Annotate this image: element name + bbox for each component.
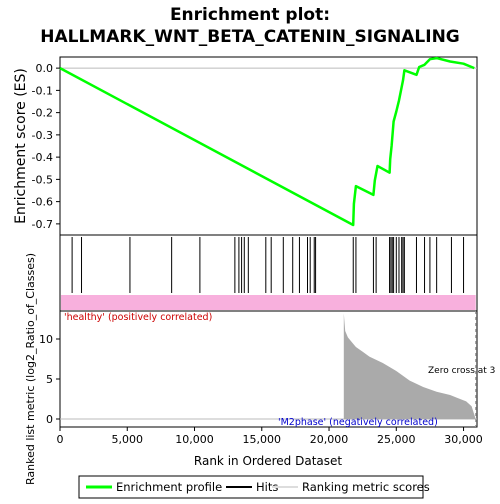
hits-layer	[71, 237, 465, 293]
x-tick-label: 20,000	[310, 433, 349, 446]
legend-label-metric: Ranking metric scores	[302, 480, 430, 494]
x-tick-label: 0	[57, 433, 64, 446]
x-tick-label: 10,000	[175, 433, 214, 446]
es-y-tick-label: -0.1	[32, 84, 53, 97]
es-y-tick-label: -0.5	[32, 173, 53, 186]
x-tick-label: 30,000	[444, 433, 483, 446]
heat-band	[61, 295, 476, 310]
legend-label-es: Enrichment profile	[116, 480, 222, 494]
metric-y-tick-label: 5	[46, 373, 53, 386]
negative-class-label: 'M2phase' (negatively correlated)	[278, 417, 438, 428]
es-y-tick-label: -0.3	[32, 129, 53, 142]
es-y-tick-label: -0.4	[32, 151, 53, 164]
plot-title-line2: HALLMARK_WNT_BETA_CATENIN_SIGNALING	[40, 27, 460, 47]
metric-y-tick-label: 0	[46, 413, 53, 426]
es-y-axis-label: Enrichment score (ES)	[13, 68, 29, 224]
x-tick-label: 15,000	[243, 433, 282, 446]
es-line-layer	[59, 56, 477, 227]
es-y-tick-label: 0.0	[36, 62, 54, 75]
x-axis: 0 5,000 10,000 15,000 20,000 25,000 30,000	[57, 427, 483, 446]
zero-cross-label: Zero cross at 3	[428, 366, 495, 376]
metric-panel-frame	[59, 310, 478, 428]
es-y-tick-label: -0.7	[32, 218, 53, 231]
metric-y-axis: 0 5 10	[39, 333, 60, 426]
metric-area	[343, 313, 476, 419]
es-y-tick-label: -0.2	[32, 107, 53, 120]
plot-title-line1: Enrichment plot:	[170, 5, 330, 25]
metric-y-axis-label: Ranked list metric (log2_Ratio_of_Classe…	[24, 253, 37, 485]
legend-label-hits: Hits	[256, 480, 278, 494]
es-panel-frame	[59, 56, 478, 236]
metric-y-tick-label: 10	[39, 333, 53, 346]
es-profile-line	[59, 56, 475, 227]
es-y-axis: 0.0 -0.1 -0.2 -0.3 -0.4 -0.5 -0.6 -0.7	[32, 62, 60, 231]
x-tick-label: 5,000	[112, 433, 144, 446]
es-y-tick-label: -0.6	[32, 196, 53, 209]
x-axis-label: Rank in Ordered Dataset	[194, 454, 342, 468]
x-tick-label: 25,000	[377, 433, 416, 446]
metric-layer	[60, 311, 477, 427]
positive-class-label: 'healthy' (positively correlated)	[64, 312, 212, 323]
